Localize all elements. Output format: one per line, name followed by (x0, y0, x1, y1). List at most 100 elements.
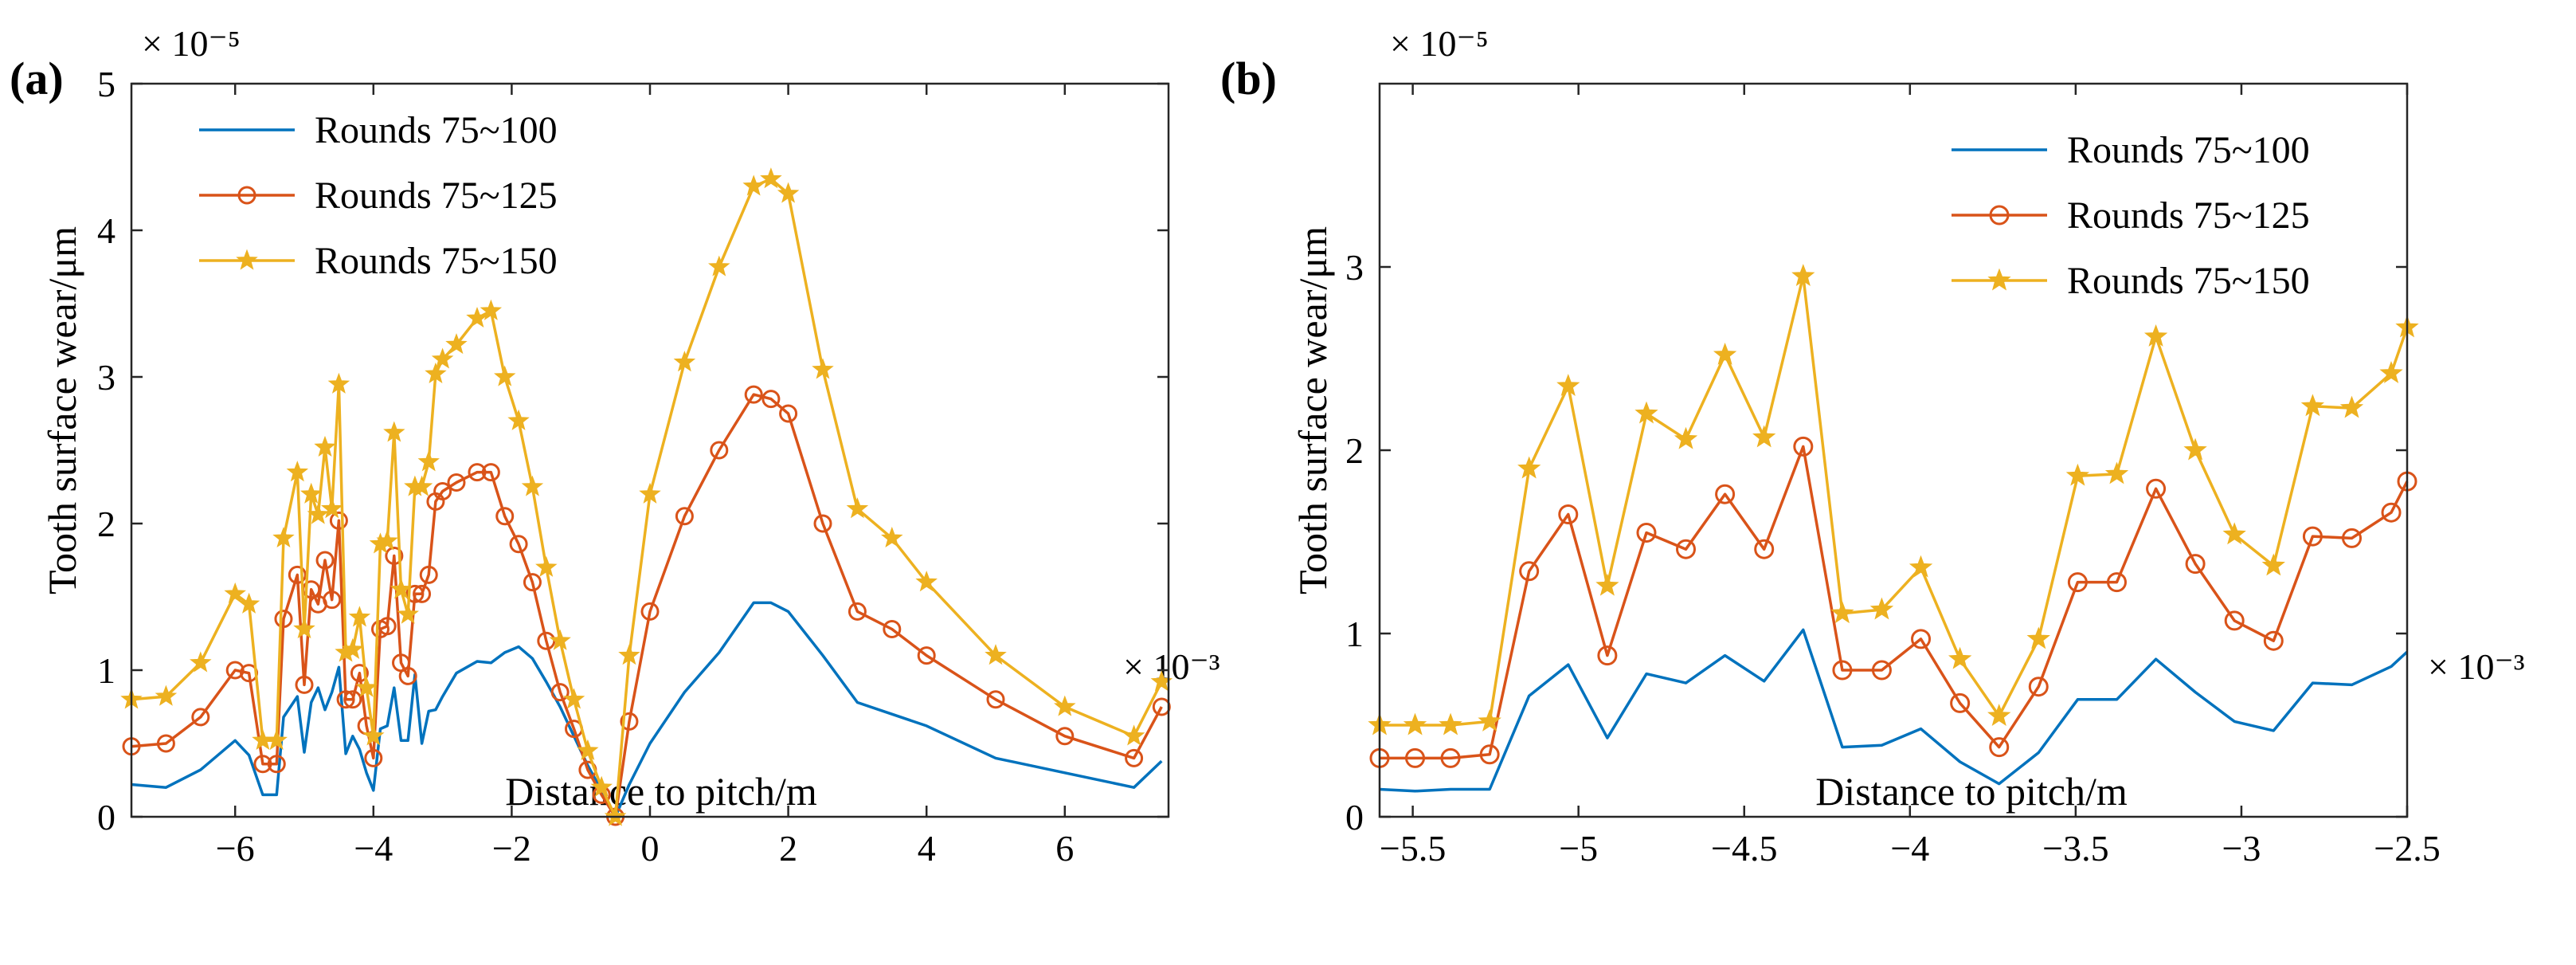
data-point-series-3 (272, 526, 295, 548)
data-point-series-3 (1556, 374, 1580, 396)
y-tick-label: 1 (1345, 614, 1364, 654)
panel-b-legend: Rounds 75~100 Rounds 75~125 Rounds 75~150 (1952, 129, 2310, 302)
series-line-3 (1380, 274, 2409, 727)
data-point-series-2 (675, 507, 694, 526)
data-point-series-2 (813, 514, 832, 533)
data-point-series-3 (307, 503, 330, 524)
data-point-series-3 (673, 351, 696, 372)
panel-b-axes-box (1378, 82, 2409, 818)
data-point-series-3 (1909, 555, 1933, 578)
data-point-series-3 (376, 529, 398, 551)
x-tick-label: −2.5 (2374, 828, 2440, 869)
data-point-series-2 (1715, 484, 1736, 504)
legend-label-1: Rounds 75~100 (315, 109, 558, 151)
data-point-series-2 (288, 565, 307, 584)
x-tick-label: −4 (1890, 828, 1929, 869)
data-point-series-3 (590, 775, 613, 797)
data-point-series-3 (1948, 646, 1972, 669)
data-point-series-3 (618, 644, 640, 665)
data-point-series-2 (481, 463, 500, 482)
x-tick-label: −6 (216, 828, 255, 869)
data-point-series-2 (1676, 539, 1697, 559)
data-point-series-3 (2379, 360, 2403, 383)
data-point-series-2 (267, 755, 286, 774)
data-point-series-3 (742, 175, 765, 196)
data-point-series-3 (881, 526, 903, 548)
data-point-series-3 (299, 482, 323, 504)
data-point-series-3 (2104, 461, 2129, 484)
series-line-2 (131, 393, 1163, 818)
panel-a-x-multiplier: × 10⁻³ (1123, 646, 1220, 687)
data-point-series-2 (315, 551, 335, 570)
panel-a-legend: Rounds 75~100 Rounds 75~125 Rounds 75~150 (199, 109, 558, 282)
data-point-series-3 (390, 578, 413, 599)
x-tick-label: −4 (354, 828, 393, 869)
data-point-series-3 (2183, 437, 2207, 461)
panel-b-plot-area (1368, 264, 2419, 793)
x-tick-label: −4.5 (1711, 828, 1777, 869)
data-point-series-3 (1439, 712, 1462, 736)
panel-a-plot-area (120, 167, 1173, 826)
data-point-series-2 (1479, 744, 1500, 765)
data-point-series-2 (1636, 523, 1657, 543)
data-point-series-3 (355, 676, 378, 697)
data-point-series-2 (1055, 727, 1075, 746)
x-tick-label: 4 (918, 828, 936, 869)
panel-a-label: (a) (10, 53, 64, 104)
x-tick-label: −5.5 (1380, 828, 1446, 869)
data-point-series-3 (846, 497, 869, 519)
series-line-1 (131, 601, 1163, 818)
data-point-series-3 (397, 602, 419, 624)
y-tick-label: 0 (97, 797, 115, 838)
data-point-series-2 (1152, 697, 1171, 716)
data-point-series-2 (779, 404, 798, 423)
series-line-1 (1379, 628, 2409, 793)
data-point-series-3 (2222, 522, 2246, 545)
data-point-series-3 (1122, 724, 1145, 746)
data-point-series-3 (321, 497, 343, 519)
x-tick-label: 2 (779, 828, 797, 869)
data-point-series-3 (480, 299, 503, 320)
data-point-series-2 (2067, 572, 2088, 593)
data-point-series-2 (398, 666, 417, 685)
legend-marker-2 (1989, 205, 2010, 226)
data-point-series-2 (640, 602, 660, 621)
data-point-series-2 (343, 690, 362, 709)
data-point-series-2 (253, 755, 272, 774)
data-point-series-3 (507, 409, 530, 430)
y-tick-label: 0 (1345, 797, 1364, 838)
data-point-series-2 (1440, 747, 1461, 768)
data-point-series-3 (577, 739, 599, 760)
data-point-series-2 (191, 708, 210, 727)
data-point-series-3 (1403, 712, 1427, 736)
panel-a-x-axis-label: Distance to pitch/m (505, 769, 817, 814)
data-point-series-2 (1125, 748, 1144, 767)
data-point-series-3 (1674, 426, 1698, 449)
panel-a-axes-box (130, 82, 1170, 818)
data-point-series-2 (295, 675, 314, 694)
data-point-series-2 (419, 565, 438, 584)
data-point-series-3 (1869, 597, 1894, 620)
data-point-series-3 (425, 362, 447, 383)
data-point-series-3 (535, 555, 558, 577)
data-point-series-2 (2146, 478, 2167, 499)
data-point-series-2 (2263, 630, 2284, 651)
data-point-series-3 (2065, 463, 2090, 486)
data-point-series-2 (2342, 528, 2363, 548)
data-point-series-3 (466, 306, 488, 328)
panel-b-y-multiplier: × 10⁻⁵ (1390, 23, 1489, 64)
data-point-series-3 (410, 475, 433, 496)
legend-label-3: Rounds 75~150 (315, 240, 558, 282)
data-point-series-3 (314, 435, 336, 457)
data-point-series-2 (447, 473, 466, 492)
x-tick-label: 0 (641, 828, 660, 869)
data-point-series-2 (323, 590, 342, 610)
data-point-series-3 (1517, 456, 1541, 479)
series-line-2 (1380, 445, 2409, 760)
data-point-series-3 (549, 629, 571, 650)
data-point-series-2 (1832, 660, 1853, 681)
data-point-series-2 (336, 690, 355, 709)
data-point-series-2 (883, 619, 902, 638)
data-point-series-3 (1713, 342, 1737, 365)
